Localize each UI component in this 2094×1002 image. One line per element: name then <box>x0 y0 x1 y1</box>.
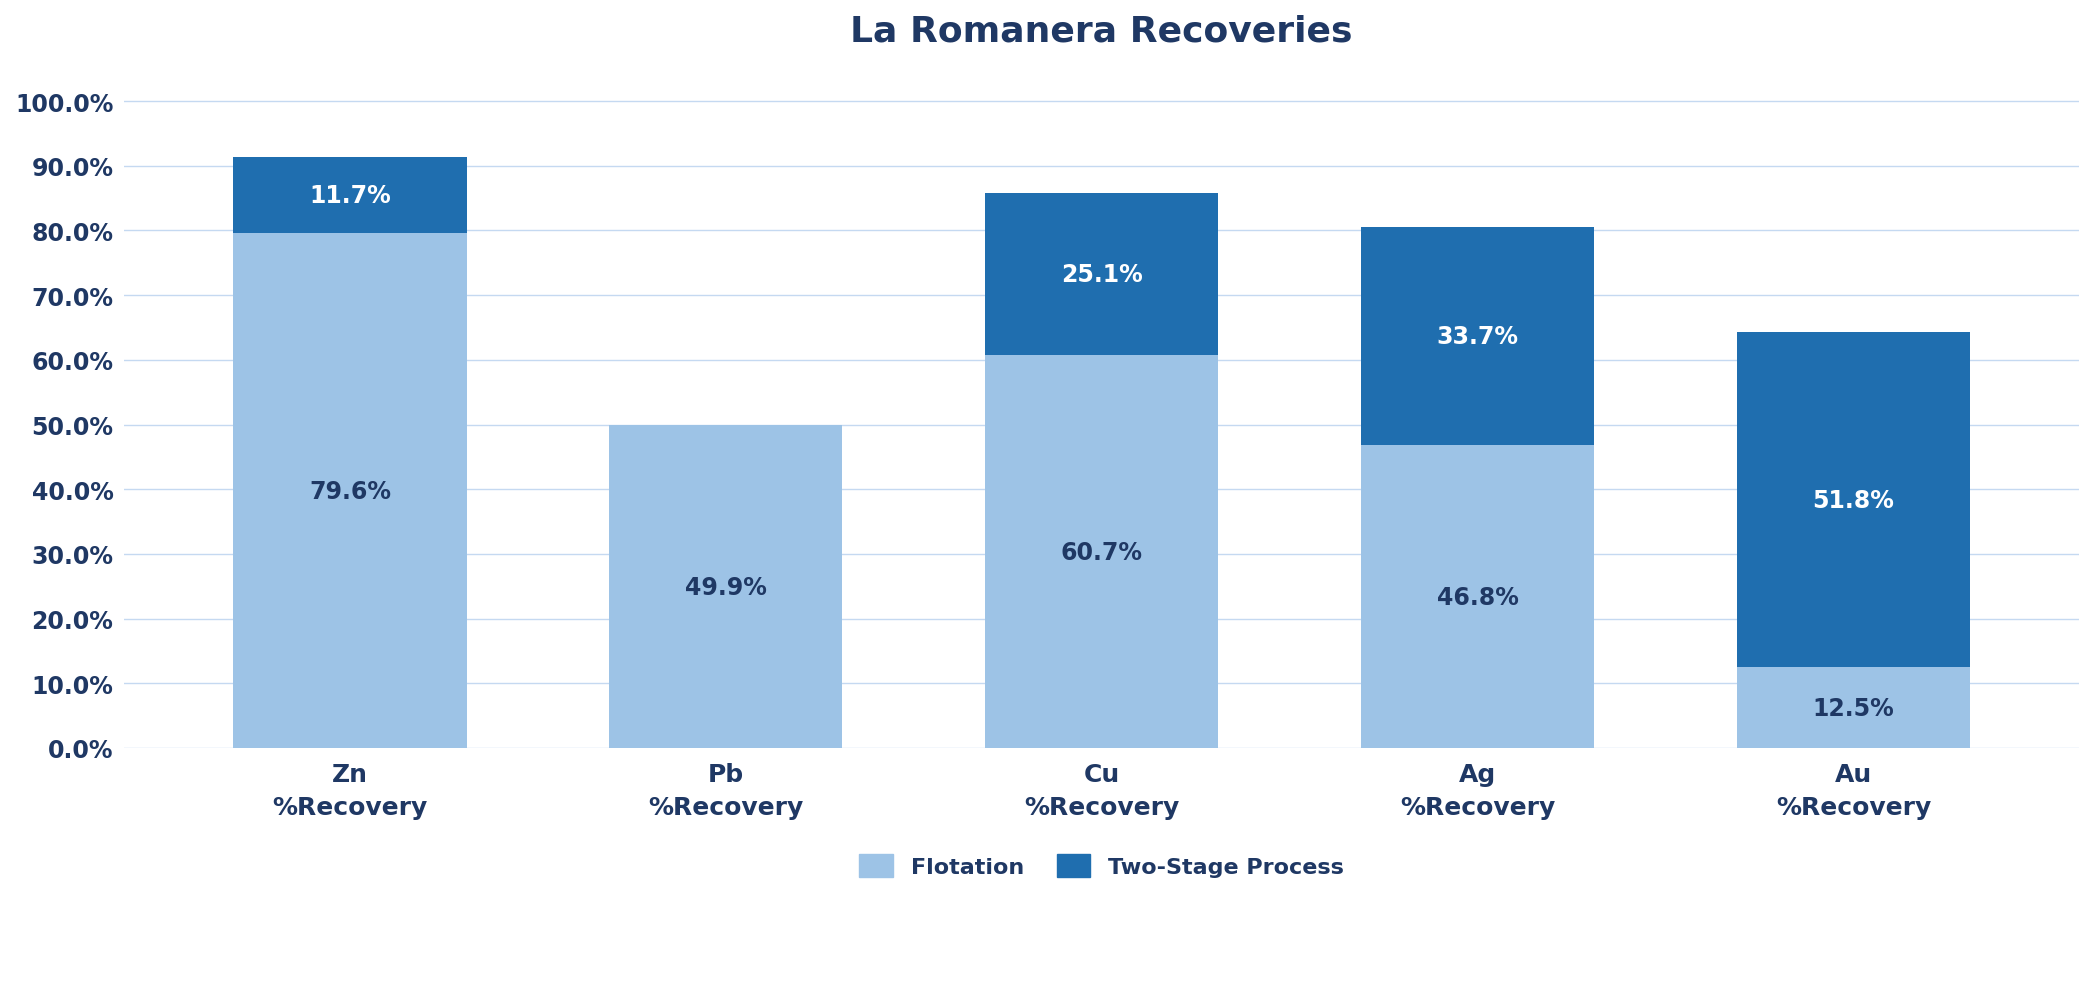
Text: 33.7%: 33.7% <box>1436 325 1518 349</box>
Text: 46.8%: 46.8% <box>1436 585 1518 609</box>
Bar <box>1736 667 1970 748</box>
Text: 12.5%: 12.5% <box>1813 695 1895 719</box>
Bar <box>1361 228 1594 446</box>
Text: 25.1%: 25.1% <box>1062 263 1143 287</box>
Bar <box>609 426 842 748</box>
Text: 11.7%: 11.7% <box>310 184 392 208</box>
Bar <box>984 356 1219 748</box>
Bar <box>1736 333 1970 667</box>
Text: 49.9%: 49.9% <box>685 575 766 599</box>
Legend: Flotation, Two-Stage Process: Flotation, Two-Stage Process <box>850 846 1353 887</box>
Text: 51.8%: 51.8% <box>1813 488 1895 512</box>
Bar <box>984 193 1219 356</box>
Bar <box>235 158 467 233</box>
Text: 60.7%: 60.7% <box>1062 540 1143 564</box>
Bar <box>235 233 467 748</box>
Bar <box>1361 446 1594 748</box>
Text: 79.6%: 79.6% <box>310 479 392 503</box>
Title: La Romanera Recoveries: La Romanera Recoveries <box>850 15 1353 49</box>
